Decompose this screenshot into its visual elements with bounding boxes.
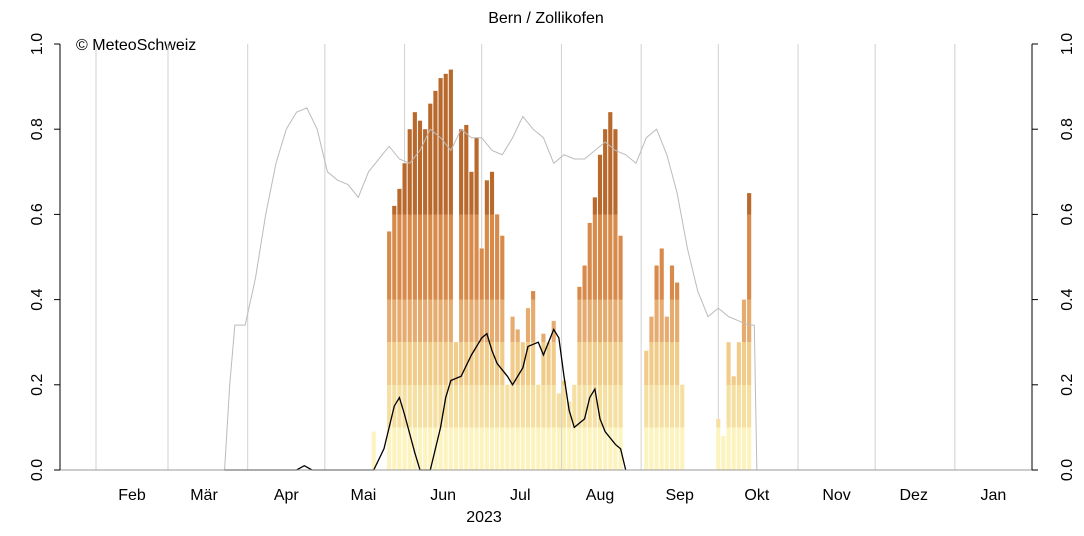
y2-tick-label: 0.0	[1059, 459, 1076, 481]
y2-tick-label: 0.2	[1059, 374, 1076, 396]
bar	[371, 431, 376, 470]
bar	[644, 350, 649, 470]
bar	[608, 112, 613, 470]
bar	[716, 418, 721, 470]
x-tick-label: Mär	[190, 487, 218, 504]
bar	[525, 308, 531, 470]
bar	[567, 401, 572, 470]
bar	[510, 316, 515, 470]
copyright: © MeteoSchweiz	[76, 37, 196, 54]
x-tick-label: Okt	[744, 487, 769, 504]
bar	[649, 316, 654, 470]
bar	[412, 112, 417, 470]
bar	[479, 248, 484, 470]
bar	[654, 265, 659, 470]
y-tick-label: 0.0	[29, 459, 46, 481]
bar	[469, 171, 474, 471]
x-tick-label: Aug	[586, 487, 614, 504]
bar	[433, 90, 438, 471]
bar	[741, 299, 747, 470]
y2-tick-label: 0.8	[1059, 118, 1076, 140]
bar	[664, 316, 669, 470]
bar	[613, 129, 618, 470]
bar	[459, 129, 464, 470]
y-tick-label: 0.6	[29, 203, 46, 225]
bar	[397, 188, 402, 470]
x-tick-label: Jan	[981, 487, 1007, 504]
bar	[489, 171, 495, 471]
x-tick-label: Mai	[351, 487, 377, 504]
bar	[680, 384, 685, 470]
bar	[582, 265, 587, 470]
bar	[577, 286, 582, 470]
bar	[515, 329, 520, 470]
bar	[438, 78, 443, 470]
bar	[464, 124, 469, 470]
bar	[428, 103, 433, 470]
y-tick-label: 1.0	[29, 33, 46, 55]
bar	[402, 163, 407, 470]
bar	[448, 69, 453, 470]
y-tick-label: 0.2	[29, 374, 46, 396]
bar	[536, 384, 541, 470]
bar	[423, 129, 428, 470]
bar	[731, 376, 736, 470]
bar	[484, 180, 489, 470]
bar	[603, 129, 608, 470]
bar	[669, 265, 675, 470]
bar	[453, 342, 459, 470]
bar	[659, 248, 664, 470]
bar	[556, 393, 561, 470]
bar	[387, 231, 392, 470]
bar	[505, 384, 510, 470]
y-tick-label: 0.4	[29, 288, 46, 310]
line	[224, 327, 627, 471]
line	[224, 107, 758, 471]
bar	[541, 333, 546, 470]
bar	[675, 282, 680, 470]
bar	[551, 320, 556, 470]
x-tick-label: Sep	[665, 487, 694, 504]
bar	[520, 342, 525, 470]
bar	[500, 235, 505, 470]
bar	[618, 235, 623, 470]
x-tick-label: Jun	[430, 487, 456, 504]
x-tick-label: Nov	[822, 487, 850, 504]
x-tick-label: Dez	[899, 487, 927, 504]
bar	[736, 342, 741, 470]
x-axis-label: 2023	[466, 509, 502, 526]
bar	[417, 120, 423, 471]
bar	[587, 222, 592, 470]
bar	[443, 73, 448, 470]
bar	[392, 205, 397, 470]
bar	[597, 154, 603, 470]
bar	[561, 380, 567, 470]
bar	[546, 342, 551, 470]
y-tick-label: 0.8	[29, 118, 46, 140]
chart-title: Bern / Zollikofen	[488, 10, 604, 27]
x-tick-label: Feb	[118, 487, 146, 504]
bar	[531, 291, 536, 470]
y2-tick-label: 0.6	[1059, 203, 1076, 225]
bar	[495, 214, 500, 470]
bar	[592, 197, 597, 471]
bar	[747, 193, 752, 470]
bar	[721, 435, 726, 470]
bar	[474, 137, 479, 470]
y2-tick-label: 0.4	[1059, 288, 1076, 310]
bar	[407, 129, 412, 470]
x-tick-label: Jul	[510, 487, 530, 504]
y2-tick-label: 1.0	[1059, 33, 1076, 55]
x-tick-label: Apr	[274, 487, 300, 504]
bar	[726, 342, 731, 470]
